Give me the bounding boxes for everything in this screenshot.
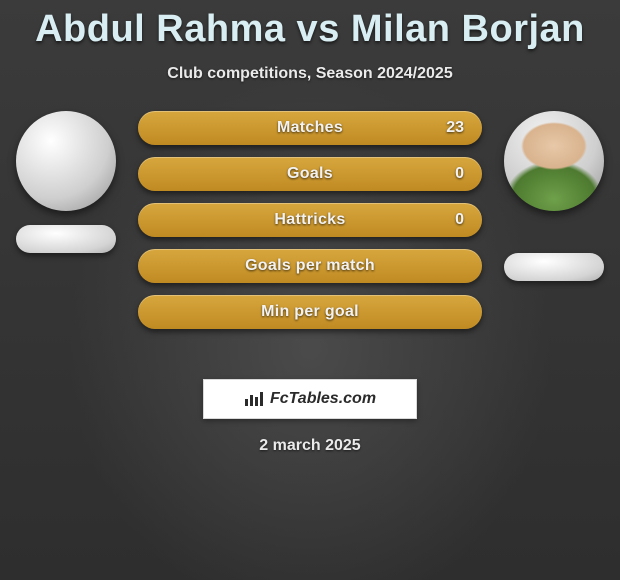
name-pill-left: [16, 225, 116, 253]
bar-matches: Matches 23: [138, 111, 482, 145]
bar-gpm-label: Goals per match: [138, 249, 482, 283]
avatar-right: [504, 111, 604, 211]
page-subtitle: Club competitions, Season 2024/2025: [0, 65, 620, 83]
player-right: [494, 111, 614, 281]
brand-text: FcTables.com: [270, 390, 376, 408]
bar-hattricks: Hattricks 0: [138, 203, 482, 237]
bar-hattricks-right: 0: [455, 203, 464, 237]
bar-hattricks-label: Hattricks: [138, 203, 482, 237]
bar-goals-label: Goals: [138, 157, 482, 191]
bar-goals-right: 0: [455, 157, 464, 191]
barchart-icon: [244, 391, 264, 407]
brand-box: FcTables.com: [203, 379, 417, 419]
infographic-root: Abdul Rahma vs Milan Borjan Club competi…: [0, 0, 620, 580]
player-left: [6, 111, 126, 253]
bar-matches-label: Matches: [138, 111, 482, 145]
bar-goals: Goals 0: [138, 157, 482, 191]
comparison-arena: Matches 23 Goals 0 Hattricks 0 Goals per…: [0, 111, 620, 361]
date-text: 2 march 2025: [0, 437, 620, 455]
page-title: Abdul Rahma vs Milan Borjan: [0, 0, 620, 51]
bar-mpg: Min per goal: [138, 295, 482, 329]
name-pill-right: [504, 253, 604, 281]
avatar-left: [16, 111, 116, 211]
bar-mpg-label: Min per goal: [138, 295, 482, 329]
comparison-bars: Matches 23 Goals 0 Hattricks 0 Goals per…: [138, 111, 482, 341]
bar-matches-right: 23: [446, 111, 464, 145]
bar-gpm: Goals per match: [138, 249, 482, 283]
